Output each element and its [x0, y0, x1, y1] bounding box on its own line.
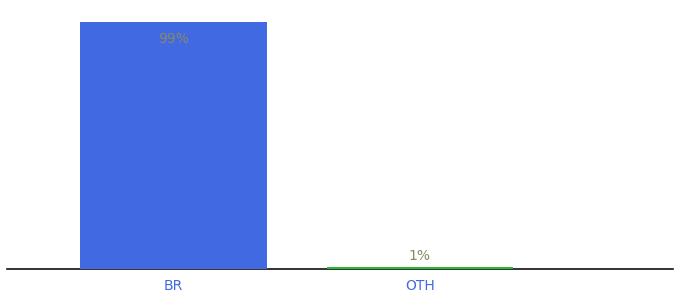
Text: 1%: 1% — [409, 249, 431, 263]
Text: 99%: 99% — [158, 32, 189, 46]
Bar — [80, 22, 267, 269]
Bar — [326, 267, 513, 269]
